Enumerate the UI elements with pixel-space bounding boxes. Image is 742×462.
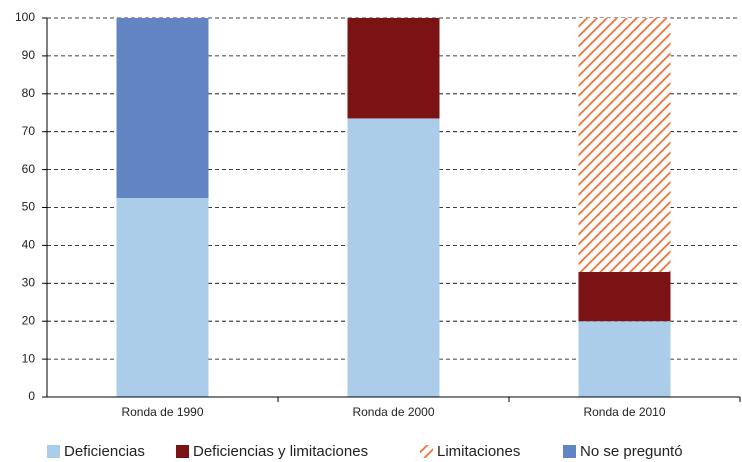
y-tick-label: 0 [28,389,35,403]
y-tick-label: 60 [22,162,36,176]
bar-segment [578,321,671,397]
x-tick-label: Ronda de 2010 [583,405,665,419]
y-tick-label: 100 [15,10,35,24]
y-tick-label: 50 [22,200,36,214]
bar-segment [347,18,440,119]
y-tick-label: 80 [22,86,36,100]
y-tick-label: 70 [22,124,36,138]
x-tick-label: Ronda de 2000 [352,405,434,419]
bar-segment [578,271,671,322]
legend-label: Limitaciones [437,443,520,460]
y-tick-label: 40 [22,238,36,252]
bar-segment [578,18,671,272]
legend-swatch [47,445,60,458]
y-tick-label: 10 [22,351,36,365]
legend-label: Deficiencias [64,443,145,460]
y-tick-label: 90 [22,48,36,62]
legend-label: Deficiencias y limitaciones [193,443,368,460]
bar-segment [116,198,209,397]
y-tick-label: 30 [22,275,36,289]
x-tick-label: Ronda de 1990 [121,405,203,419]
legend-swatch [420,445,433,458]
legend-swatch [563,445,576,458]
y-tick-label: 20 [22,313,36,327]
legend-label: No se preguntó [580,443,683,460]
bar-segment [347,118,440,397]
bar-segment [116,18,209,199]
legend-swatch [176,445,189,458]
